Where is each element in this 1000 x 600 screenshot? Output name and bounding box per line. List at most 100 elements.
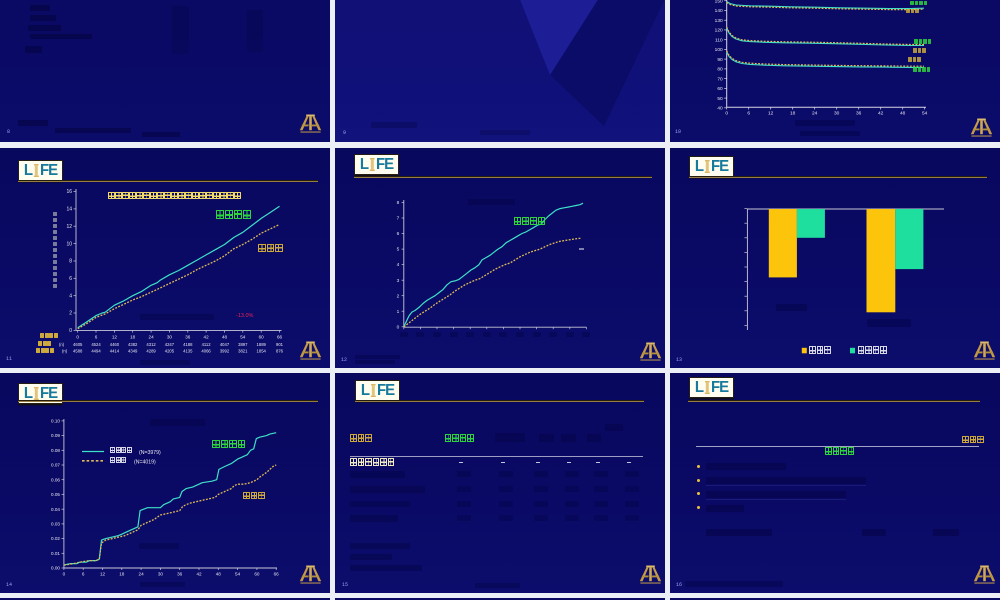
svg-text:4312: 4312 — [146, 342, 156, 347]
svg-text:0.01: 0.01 — [51, 550, 60, 555]
svg-text:12: 12 — [768, 111, 774, 117]
svg-text:4047: 4047 — [220, 342, 230, 347]
svg-text:50: 50 — [717, 96, 723, 102]
svg-text:130: 130 — [715, 18, 723, 24]
svg-text:0.04: 0.04 — [51, 506, 60, 511]
svg-text:54: 54 — [922, 111, 928, 117]
svg-text:140: 140 — [715, 8, 723, 14]
svg-text:4460: 4460 — [110, 342, 120, 347]
svg-text:80: 80 — [717, 67, 723, 73]
svg-text:1889: 1889 — [257, 342, 267, 347]
svg-text:24: 24 — [812, 111, 818, 117]
svg-text:0: 0 — [76, 334, 79, 339]
svg-text:42: 42 — [878, 111, 884, 117]
svg-text:(N=4019): (N=4019) — [134, 459, 156, 465]
svg-text:4382: 4382 — [128, 342, 138, 347]
svg-text:14: 14 — [66, 206, 72, 212]
svg-text:4349: 4349 — [128, 348, 138, 353]
svg-text:0.08: 0.08 — [51, 447, 60, 452]
svg-text:54: 54 — [235, 571, 241, 576]
svg-text:4112: 4112 — [202, 342, 212, 347]
svg-text:48: 48 — [900, 111, 906, 117]
svg-text:4605: 4605 — [73, 342, 83, 347]
svg-text:0.10: 0.10 — [51, 418, 60, 423]
svg-text:0.00: 0.00 — [51, 565, 60, 570]
svg-text:0.07: 0.07 — [51, 462, 60, 467]
svg-text:48: 48 — [216, 571, 222, 576]
svg-text:24: 24 — [149, 334, 155, 339]
svg-text:0.03: 0.03 — [51, 521, 60, 526]
svg-text:40: 40 — [717, 106, 723, 112]
svg-text:90: 90 — [717, 57, 723, 63]
svg-text:6: 6 — [69, 276, 72, 282]
svg-text:1: 1 — [397, 308, 400, 314]
svg-text:70: 70 — [717, 76, 723, 82]
svg-text:4247: 4247 — [165, 342, 175, 347]
svg-text:4066: 4066 — [201, 348, 211, 353]
svg-text:12: 12 — [66, 223, 72, 229]
svg-text:4205: 4205 — [165, 348, 175, 353]
svg-text:12: 12 — [100, 571, 106, 576]
svg-text:4494: 4494 — [91, 348, 101, 353]
svg-text:0: 0 — [725, 111, 728, 117]
svg-text:3897: 3897 — [238, 342, 248, 347]
svg-text:2: 2 — [397, 293, 400, 299]
svg-text:36: 36 — [177, 571, 183, 576]
svg-text:2: 2 — [69, 310, 72, 316]
svg-text:18: 18 — [119, 571, 125, 576]
svg-text:0.05: 0.05 — [51, 492, 60, 497]
svg-text:150: 150 — [715, 0, 723, 4]
svg-text:60: 60 — [259, 334, 265, 339]
svg-text:100: 100 — [715, 47, 723, 53]
svg-text:110: 110 — [715, 37, 723, 43]
svg-text:120: 120 — [715, 28, 723, 34]
svg-text:0.06: 0.06 — [51, 477, 60, 482]
svg-text:42: 42 — [204, 334, 210, 339]
svg-text:4524: 4524 — [91, 342, 101, 347]
svg-text:4414: 4414 — [110, 348, 120, 353]
svg-text:4: 4 — [69, 293, 72, 299]
svg-text:1854: 1854 — [257, 348, 267, 353]
svg-text:16: 16 — [66, 189, 72, 195]
svg-text:3821: 3821 — [238, 348, 248, 353]
svg-text:7: 7 — [397, 215, 400, 221]
svg-text:42: 42 — [196, 571, 202, 576]
svg-text:4188: 4188 — [183, 342, 193, 347]
svg-text:876: 876 — [276, 348, 284, 353]
svg-text:3992: 3992 — [220, 348, 230, 353]
svg-text:66: 66 — [277, 334, 283, 339]
svg-text:6: 6 — [747, 111, 750, 117]
svg-text:10: 10 — [66, 241, 72, 247]
svg-text:0: 0 — [63, 571, 66, 576]
svg-text:3: 3 — [397, 277, 400, 283]
svg-text:66: 66 — [274, 571, 280, 576]
svg-text:901: 901 — [276, 342, 284, 347]
svg-text:36: 36 — [856, 111, 862, 117]
svg-text:36: 36 — [185, 334, 191, 339]
svg-text:48: 48 — [222, 334, 228, 339]
svg-text:12: 12 — [112, 334, 118, 339]
svg-text:30: 30 — [167, 334, 173, 339]
svg-text:54: 54 — [240, 334, 246, 339]
svg-text:6: 6 — [82, 571, 85, 576]
svg-text:18: 18 — [130, 334, 136, 339]
svg-text:8: 8 — [69, 258, 72, 264]
svg-text:60: 60 — [717, 86, 723, 92]
svg-text:60: 60 — [254, 571, 260, 576]
svg-text:4: 4 — [397, 262, 400, 268]
svg-text:5: 5 — [397, 246, 400, 252]
svg-text:18: 18 — [790, 111, 796, 117]
svg-text:0: 0 — [397, 324, 400, 330]
svg-text:0.09: 0.09 — [51, 433, 60, 438]
svg-text:4588: 4588 — [73, 348, 83, 353]
svg-text:6: 6 — [95, 334, 98, 339]
svg-text:8: 8 — [397, 200, 400, 206]
svg-text:0: 0 — [69, 328, 72, 334]
svg-text:30: 30 — [834, 111, 840, 117]
svg-text:4135: 4135 — [183, 348, 193, 353]
svg-text:0.02: 0.02 — [51, 536, 60, 541]
svg-text:(n): (n) — [62, 348, 68, 353]
svg-text:4289: 4289 — [146, 348, 156, 353]
svg-text:(n): (n) — [59, 342, 65, 347]
svg-text:6: 6 — [397, 231, 400, 237]
